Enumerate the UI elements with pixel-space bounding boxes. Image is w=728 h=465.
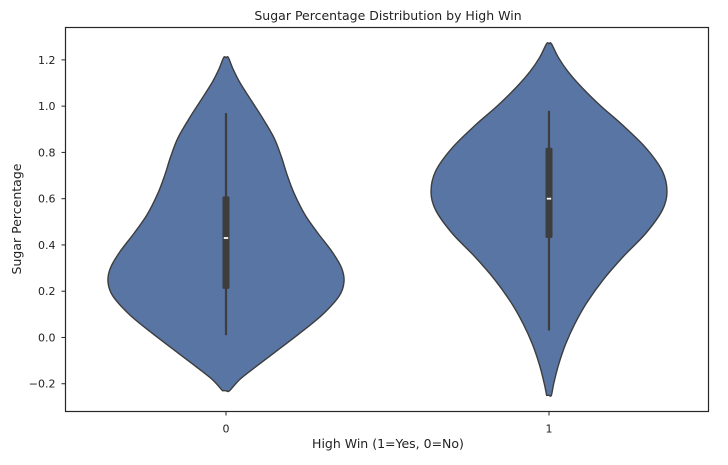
y-tick-label: 0.4 [38,239,56,252]
y-axis: −0.2 0.0 0.2 0.4 0.6 0.8 1.0 1.2 [29,54,66,391]
violin-group-1 [430,41,668,397]
x-axis-label: High Win (1=Yes, 0=No) [312,436,464,451]
y-tick-label: 1.0 [38,100,56,113]
y-tick-label: 1.2 [38,54,56,67]
plot-area [107,41,668,397]
y-tick-label: 0.6 [38,193,56,206]
y-tick-label: 0.8 [38,146,56,159]
violin-group-0 [107,56,345,393]
violin-iqr-box [545,147,553,239]
x-tick-label: 1 [546,423,553,436]
plot-frame [64,26,710,413]
y-tick-label: 0.0 [38,331,56,344]
y-tick-label: 0.2 [38,285,56,298]
x-tick-label: 0 [223,423,230,436]
violin-iqr-box [222,196,230,289]
y-axis-label: Sugar Percentage [9,163,24,274]
chart-title: Sugar Percentage Distribution by High Wi… [254,8,521,23]
y-tick-label: −0.2 [29,378,56,391]
